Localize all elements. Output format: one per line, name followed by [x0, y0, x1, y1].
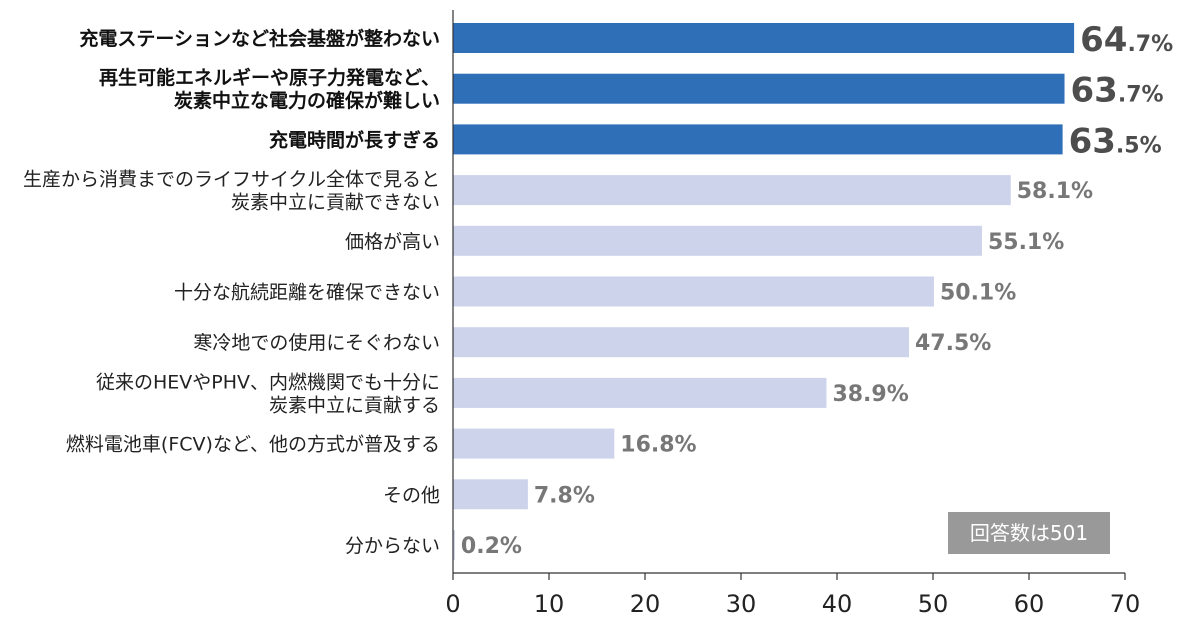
- category-label: 生産から消費までのライフサイクル全体で見ると: [23, 169, 440, 191]
- value-label: 38.9%: [832, 382, 908, 407]
- x-tick-label: 60: [1014, 590, 1045, 618]
- value-label: 58.1%: [1017, 179, 1093, 204]
- bar: [453, 276, 934, 307]
- x-tick-label: 0: [445, 590, 460, 618]
- value-labels-group: 64.7% 63.7% 63.5% 58.1% 55.1% 50.1% 47.5% 38.9%…: [461, 20, 1173, 559]
- category-label: 充電時間が長すぎる: [269, 128, 440, 151]
- bar: [453, 530, 455, 560]
- category-label: 寒冷地での使用にそぐわない: [193, 332, 440, 354]
- category-label: その他: [383, 484, 440, 506]
- x-tick-label: 30: [726, 590, 757, 618]
- note-box: [948, 512, 1110, 554]
- category-label: 再生可能エネルギーや原子力発電など、: [99, 66, 440, 89]
- category-label: 従来のHEVやPHV、内燃機関でも十分に: [96, 371, 440, 393]
- bar: [453, 327, 909, 358]
- x-tick-label: 40: [822, 590, 853, 618]
- bar: [453, 124, 1063, 155]
- x-tick-label: 50: [918, 590, 949, 618]
- value-label: 7.8%: [534, 483, 595, 508]
- value-label: 63.7%: [1071, 71, 1164, 111]
- bar: [453, 175, 1011, 206]
- value-label: 50.1%: [940, 281, 1016, 306]
- value-label: 55.1%: [988, 230, 1064, 255]
- bar: [453, 377, 827, 408]
- category-label: 炭素中立に貢献する: [269, 394, 440, 416]
- x-axis-group: 0 10 20 30 40 50 60 70: [445, 10, 1140, 618]
- bar: [453, 479, 528, 510]
- category-label: 炭素中立な電力の確保が難しい: [174, 89, 440, 112]
- note-text: 回答数は501: [970, 521, 1088, 545]
- category-label: 燃料電池車(FCV)など、他の方式が普及する: [66, 434, 440, 456]
- x-tick-label: 70: [1110, 590, 1141, 618]
- category-label: 価格が高い: [345, 231, 440, 253]
- bar: [453, 23, 1075, 53]
- value-label: 0.2%: [461, 534, 522, 559]
- bar: [453, 225, 982, 256]
- bars-group: [453, 23, 1075, 560]
- bar: [453, 73, 1065, 104]
- category-label: 十分な航続距離を確保できない: [174, 282, 440, 304]
- x-tick-label: 10: [534, 590, 565, 618]
- value-label: 16.8%: [620, 433, 696, 458]
- category-labels-group: 充電ステーションなど社会基盤が整わない再生可能エネルギーや原子力発電など、炭素中…: [23, 27, 440, 557]
- bar: [453, 428, 615, 459]
- category-label: 分からない: [345, 535, 440, 557]
- category-label: 炭素中立に貢献できない: [231, 192, 440, 214]
- value-label: 63.5%: [1069, 121, 1162, 161]
- category-label: 充電ステーションなど社会基盤が整わない: [79, 27, 440, 50]
- value-label: 47.5%: [915, 331, 991, 356]
- value-label: 64.7%: [1080, 20, 1173, 60]
- x-tick-label: 20: [630, 590, 661, 618]
